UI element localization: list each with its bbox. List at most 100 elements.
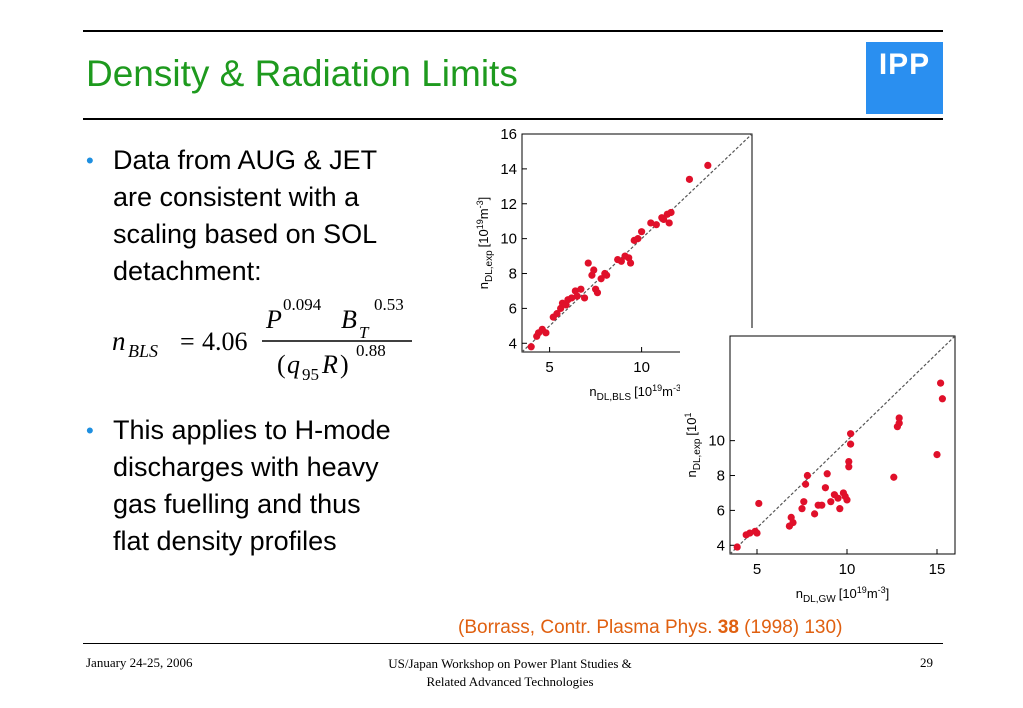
y-tick-label: 14 (500, 161, 517, 178)
x-tick-label: 10 (839, 561, 856, 578)
logo-text: IPP (878, 48, 931, 81)
plot-bls-svg: 5101546810121416nDL,BLS[1019m-3]nDL,exp[… (475, 126, 753, 403)
data-point (638, 228, 646, 236)
data-point (733, 543, 741, 551)
y-tick-label: 10 (708, 433, 725, 450)
data-point (634, 235, 642, 243)
axis-label-part: [10 (684, 418, 699, 436)
data-point (823, 470, 831, 478)
axis-label-part: [10 (634, 384, 652, 399)
y-tick-label: 8 (509, 266, 517, 283)
data-point (843, 496, 851, 504)
bullet-1-text: Data from AUG & JET are consistent with … (113, 142, 453, 290)
axis-label-part: n (589, 384, 596, 399)
axis-label-part: DL,GW (803, 594, 836, 605)
axis-label-part: 19 (475, 219, 485, 229)
page-title: Density & Radiation Limits (86, 53, 518, 94)
data-point (590, 266, 598, 274)
bullet-line: scaling based on SOL (113, 219, 378, 249)
data-point (789, 519, 797, 527)
formula-den-close: ) (340, 350, 349, 379)
axis-label-part: m (476, 208, 491, 219)
formula-coefficient: 4.06 (202, 327, 248, 356)
data-point (597, 275, 605, 283)
y-tick-label: 10 (500, 231, 517, 248)
bullet-line: flat density profiles (113, 526, 337, 556)
bullet-line: are consistent with a (113, 182, 360, 212)
x-tick-label: 15 (929, 561, 946, 578)
y-axis-label: nDL,exp [101 (683, 412, 703, 477)
axis-label-part: ] (476, 197, 491, 201)
axis-label-part: [10 (839, 586, 857, 601)
data-point (798, 505, 806, 513)
data-point (802, 480, 810, 488)
footer-date: January 24-25, 2006 (86, 655, 193, 670)
formula-svg: n BLS = 4.06 P 0.094 B T 0.53 ( q 95 R )… (112, 295, 412, 384)
y-tick-label: 12 (500, 196, 517, 213)
bullet-line: gas fuelling and thus (113, 489, 361, 519)
bullet-line: detachment: (113, 256, 262, 286)
data-point (845, 457, 853, 466)
bullet-line: discharges with heavy (113, 452, 379, 482)
data-point (811, 510, 819, 518)
formula-P: P (265, 305, 282, 334)
data-point (818, 501, 826, 509)
bullet-line: Data from AUG & JET (113, 145, 378, 175)
data-point (626, 259, 635, 267)
y-tick-label: 4 (509, 335, 517, 352)
identity-line (521, 133, 753, 353)
data-point (542, 329, 550, 337)
data-point (665, 219, 673, 227)
data-point (834, 494, 842, 502)
footer-rule (83, 643, 943, 644)
footer-event-line: US/Japan Workshop on Power Plant Studies… (388, 656, 632, 671)
formula-lhs-sub: BLS (128, 341, 158, 361)
axis-label-part: [10 (476, 229, 491, 247)
axis-label-part: -3 (673, 383, 681, 393)
data-point (580, 294, 589, 302)
data-point (938, 395, 946, 403)
data-point (821, 484, 829, 492)
bullet-dot: • (86, 148, 94, 173)
data-point (937, 379, 945, 387)
scaling-formula: n BLS = 4.06 P 0.094 B T 0.53 ( q 95 R )… (112, 288, 432, 388)
data-point (527, 343, 535, 351)
formula-R: R (321, 350, 338, 379)
data-point (803, 471, 811, 480)
data-point (647, 219, 655, 227)
data-point (755, 499, 763, 508)
data-point (568, 294, 576, 302)
data-point (845, 463, 853, 471)
x-tick-label: 5 (753, 561, 761, 578)
y-tick-label: 16 (500, 126, 517, 143)
x-axis-label: nDL,GW [1019m-3] (796, 585, 890, 605)
formula-equals: = (180, 327, 195, 356)
title-rule (83, 118, 943, 120)
y-tick-label: 8 (717, 468, 725, 485)
axis-label-part: 19 (652, 383, 662, 393)
axis-label-part: 19 (857, 585, 867, 595)
axis-label-part: DL,exp (484, 250, 495, 282)
data-point (827, 498, 835, 506)
bullet-1: • Data from AUG & JET are consistent wit… (86, 142, 456, 292)
axis-label-part: ] (886, 586, 890, 601)
formula-B: B (341, 305, 357, 334)
footer-page-number: 29 (920, 655, 933, 670)
y-tick-label: 4 (717, 537, 725, 554)
x-tick-label: 10 (633, 359, 650, 376)
data-point (685, 175, 694, 183)
axis-label-part: DL,exp (692, 438, 703, 470)
axis-label-part: m (662, 384, 673, 399)
axis-label-part: n (796, 586, 803, 601)
axis-label-part: 1 (683, 412, 693, 417)
formula-q-sub: 95 (302, 365, 319, 384)
axis-label-part: -3 (878, 585, 886, 595)
data-point (847, 440, 855, 448)
data-point (836, 505, 844, 513)
bullet-dot: • (86, 418, 94, 443)
data-point (584, 259, 592, 267)
axis-label-part: n (476, 282, 491, 289)
data-point (847, 430, 855, 438)
data-point (593, 289, 602, 297)
